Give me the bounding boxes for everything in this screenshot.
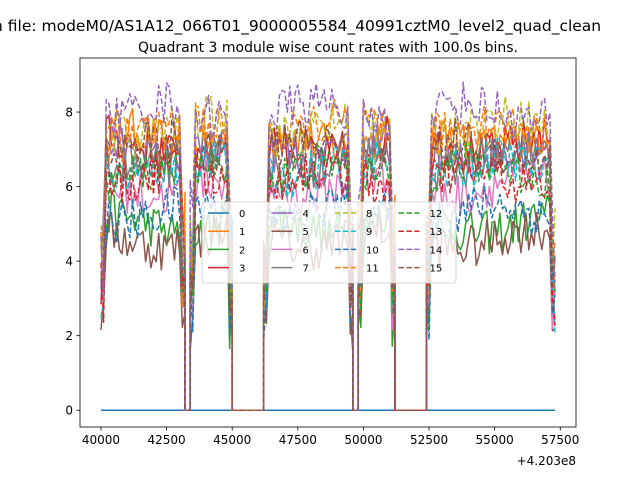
x-tick-label: 57500 (541, 433, 579, 447)
legend-label-1: 1 (239, 227, 245, 238)
series-line-11 (100, 98, 556, 411)
legend-label-15: 15 (430, 264, 443, 275)
legend-label-5: 5 (303, 227, 309, 238)
x-tick-label: 45000 (213, 433, 251, 447)
series-line-14 (100, 81, 556, 411)
legend-box (201, 201, 457, 284)
legend-label-9: 9 (366, 227, 372, 238)
legend-label-11: 11 (366, 264, 379, 275)
legend-label-8: 8 (366, 209, 372, 220)
series-line-13 (100, 149, 556, 411)
legend-label-4: 4 (303, 209, 309, 220)
legend-label-14: 14 (430, 245, 443, 256)
series-line-7 (100, 128, 556, 411)
legend-label-10: 10 (366, 245, 379, 256)
x-tick-label: 55000 (476, 433, 514, 447)
x-tick-label: 47500 (279, 433, 317, 447)
y-tick-label: 6 (65, 180, 73, 194)
legend-label-13: 13 (430, 227, 443, 238)
chart-suptitle: n file: modeM0/AS1A12_066T01_9000005584_… (0, 17, 601, 36)
x-tick-label: 52500 (410, 433, 448, 447)
legend-label-3: 3 (239, 264, 245, 275)
legend-label-12: 12 (430, 209, 443, 220)
series-line-3 (100, 114, 556, 411)
series-line-10 (100, 182, 556, 411)
legend-label-2: 2 (239, 245, 245, 256)
legend-label-7: 7 (303, 264, 309, 275)
x-tick-label: 40000 (82, 433, 120, 447)
legend-label-0: 0 (239, 209, 245, 220)
chart-title: Quadrant 3 module wise count rates with … (138, 40, 518, 56)
y-tick-label: 8 (65, 105, 73, 119)
y-tick-label: 2 (65, 329, 73, 343)
y-tick-label: 0 (65, 404, 73, 418)
x-tick-label: 50000 (344, 433, 382, 447)
series-line-15 (100, 118, 556, 411)
plot-area: 40000 42500 45000 47500 50000 52500 55000 57500… (65, 57, 579, 447)
axes-frame (79, 57, 577, 428)
y-tick-label: 4 (65, 254, 73, 268)
x-offset-label: +4.203e8 (517, 454, 576, 468)
legend-label-6: 6 (303, 245, 309, 256)
x-tick-label: 42500 (148, 433, 186, 447)
